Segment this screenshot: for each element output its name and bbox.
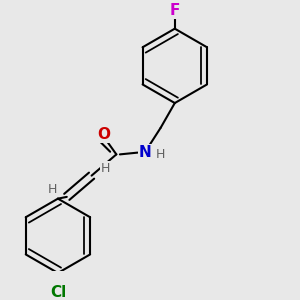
Text: H: H: [156, 148, 165, 161]
Text: H: H: [48, 183, 57, 196]
Text: O: O: [98, 128, 110, 142]
Text: Cl: Cl: [50, 285, 66, 300]
Text: N: N: [138, 145, 151, 160]
Text: F: F: [169, 4, 180, 19]
Text: H: H: [101, 162, 110, 175]
